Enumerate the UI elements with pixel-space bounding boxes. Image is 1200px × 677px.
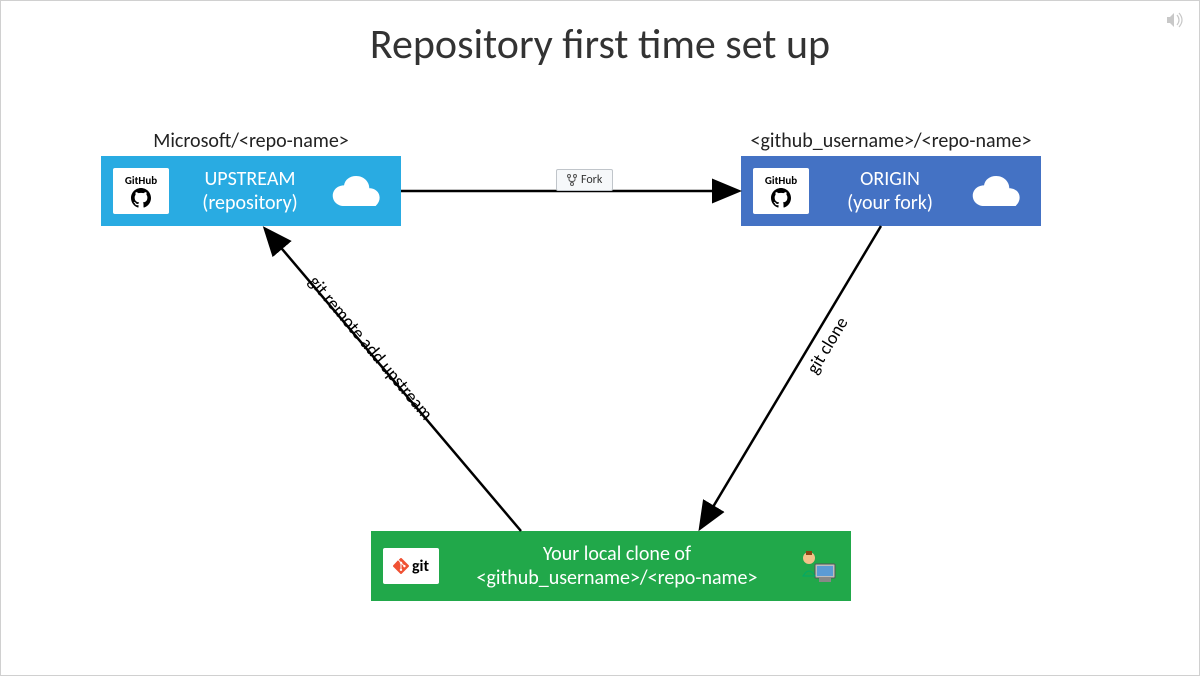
local-line1: Your local clone of [439, 542, 795, 566]
upstream-line2: (repository) [179, 191, 321, 215]
local-box: git Your local clone of <github_username… [371, 531, 851, 601]
clone-label: git clone [802, 313, 853, 378]
upstream-text: UPSTREAM (repository) [179, 167, 321, 215]
fork-button: Fork [556, 169, 613, 191]
cloud-icon [329, 172, 389, 210]
origin-line1: ORIGIN [819, 167, 961, 191]
upstream-path-label: Microsoft/<repo-name> [101, 129, 401, 153]
github-badge-text: GitHub [765, 174, 797, 187]
origin-path-label: <github_username>/<repo-name> [741, 129, 1041, 153]
git-badge-text: git [412, 557, 429, 576]
fork-label: Fork [581, 173, 602, 187]
slide-title: Repository first time set up [1, 19, 1199, 70]
cloud-icon [969, 172, 1029, 210]
github-icon: GitHub [753, 168, 809, 214]
remote-label: git remote add upstream [304, 271, 438, 424]
github-icon: GitHub [113, 168, 169, 214]
clone-arrow [701, 226, 881, 527]
origin-box: GitHub ORIGIN (your fork) [741, 156, 1041, 226]
origin-line2: (your fork) [819, 191, 961, 215]
github-badge-text: GitHub [125, 174, 157, 187]
local-text: Your local clone of <github_username>/<r… [439, 542, 795, 590]
local-line2: <github_username>/<repo-name> [439, 566, 795, 590]
origin-text: ORIGIN (your fork) [819, 167, 961, 215]
git-icon: git [383, 548, 439, 584]
user-computer-icon [795, 544, 839, 588]
upstream-line1: UPSTREAM [179, 167, 321, 191]
upstream-box: GitHub UPSTREAM (repository) [101, 156, 401, 226]
